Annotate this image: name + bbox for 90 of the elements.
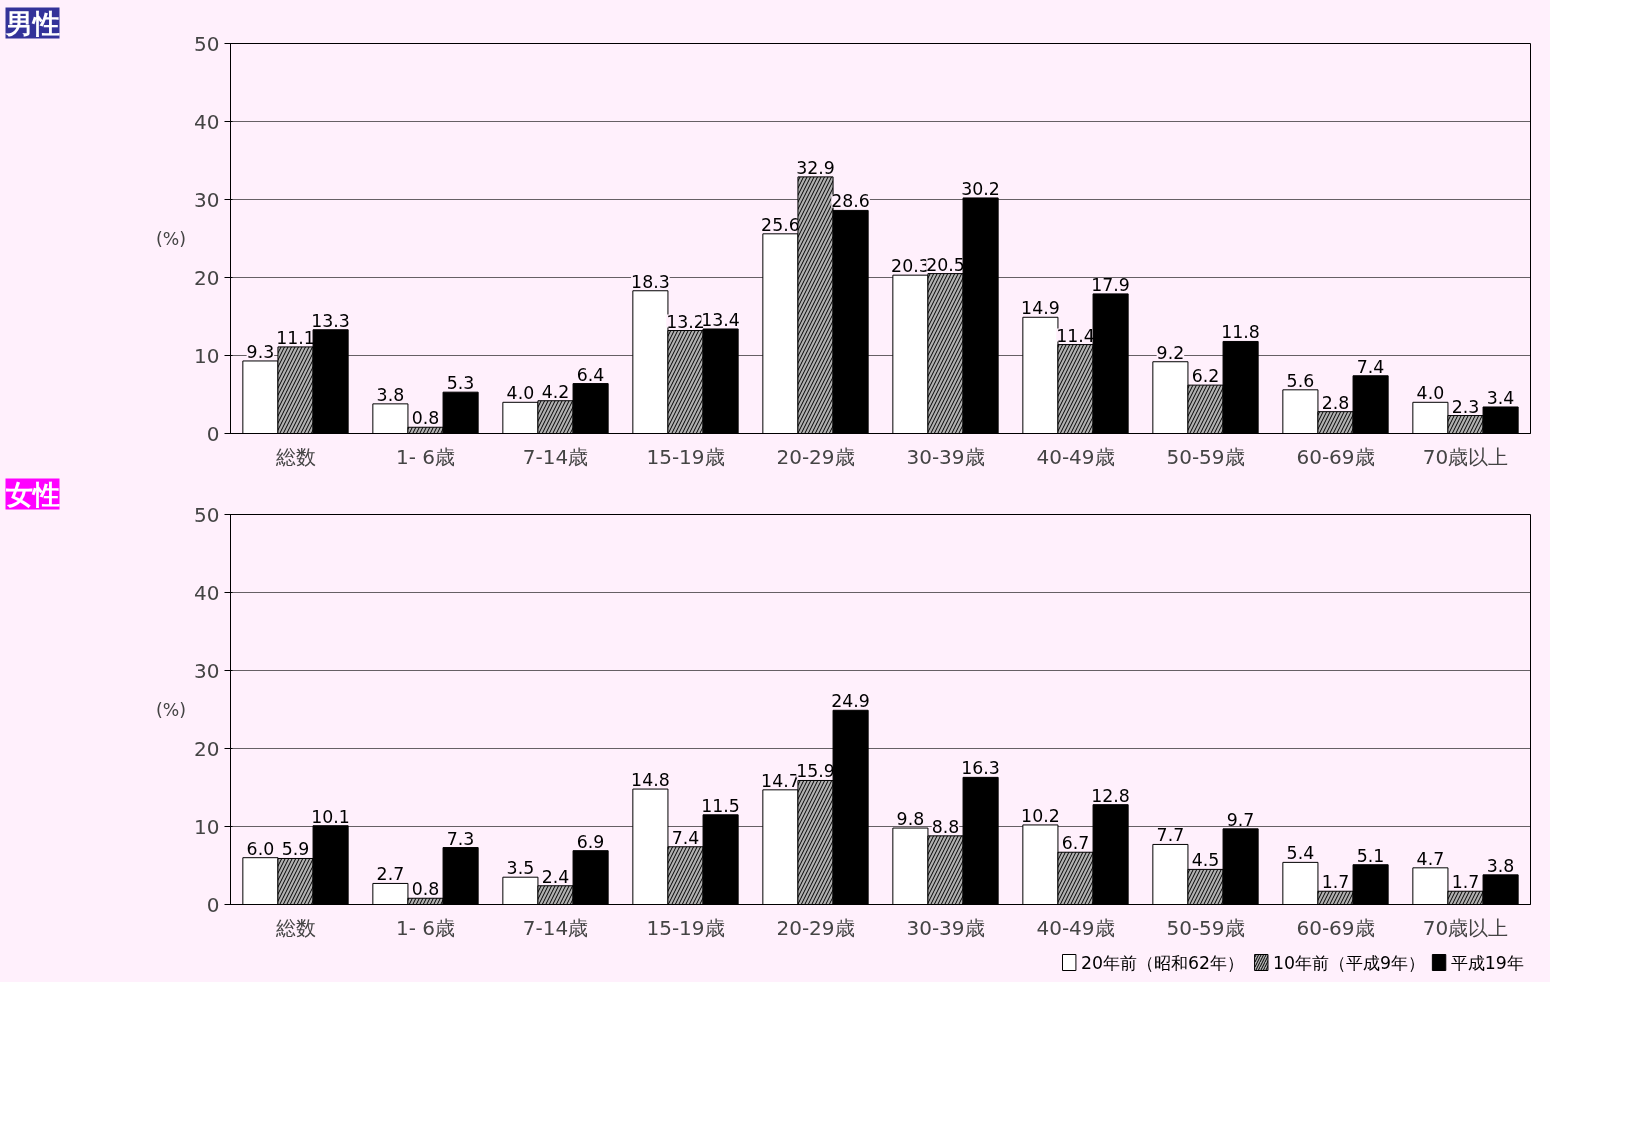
data-label: 6.4	[576, 364, 605, 385]
y-axis-title: (%)	[156, 699, 187, 720]
legend-label: 平成19年	[1450, 952, 1524, 973]
x-tick-label: 60-69歳	[1296, 444, 1375, 469]
data-label: 0.8	[411, 879, 440, 900]
data-label: 1.7	[1451, 872, 1480, 893]
y-tick-label: 30	[194, 187, 220, 212]
data-label: 4.5	[1191, 850, 1220, 871]
data-label: 3.8	[376, 384, 405, 405]
data-label: 7.4	[1356, 356, 1385, 377]
x-tick-label: 総数	[274, 915, 316, 940]
x-tick-label: 1- 6歳	[395, 444, 456, 469]
data-label: 32.9	[796, 157, 835, 178]
data-label: 3.4	[1486, 387, 1515, 408]
x-tick-label: 40-49歳	[1036, 444, 1115, 469]
x-tick-label: 15-19歳	[646, 444, 725, 469]
y-tick-label: 0	[206, 892, 220, 917]
y-tick-label: 20	[194, 265, 220, 290]
data-label: 4.2	[541, 381, 570, 402]
data-label: 11.5	[701, 795, 740, 816]
y-tick-label: 40	[194, 109, 220, 134]
y-tick-label: 40	[194, 580, 220, 605]
chart-title: 女性	[4, 478, 60, 510]
data-label: 6.7	[1061, 833, 1090, 854]
data-label: 5.3	[446, 373, 475, 394]
data-label: 18.3	[631, 271, 670, 292]
x-tick-label: 7-14歳	[522, 915, 589, 940]
data-label: 30.2	[961, 178, 1000, 199]
data-label: 2.7	[376, 864, 405, 885]
data-label: 10.2	[1021, 805, 1060, 826]
data-label: 5.1	[1356, 845, 1385, 866]
data-label: 9.7	[1226, 809, 1255, 830]
data-label: 0.8	[411, 408, 440, 429]
data-label: 4.7	[1416, 848, 1445, 869]
data-label: 3.5	[506, 858, 535, 879]
legend-label: 20年前（昭和62年）	[1080, 952, 1245, 973]
x-tick-label: 50-59歳	[1166, 444, 1245, 469]
data-label: 9.8	[896, 809, 925, 830]
y-tick-label: 10	[194, 814, 220, 839]
x-tick-label: 20-29歳	[776, 444, 855, 469]
x-tick-label: 70歳以上	[1422, 444, 1509, 469]
x-tick-label: 総数	[274, 444, 316, 469]
x-tick-label: 40-49歳	[1036, 915, 1115, 940]
data-label: 2.4	[541, 866, 570, 887]
data-label: 8.8	[931, 816, 960, 837]
y-tick-label: 50	[194, 502, 220, 527]
data-label: 17.9	[1091, 274, 1130, 295]
data-label: 7.4	[671, 827, 700, 848]
data-label: 7.3	[446, 828, 475, 849]
x-tick-label: 1- 6歳	[395, 915, 456, 940]
y-tick-label: 0	[206, 421, 220, 446]
data-label: 5.9	[281, 839, 310, 860]
data-label: 6.2	[1191, 366, 1220, 387]
y-tick-label: 30	[194, 658, 220, 683]
y-tick-label: 20	[194, 736, 220, 761]
x-tick-label: 50-59歳	[1166, 915, 1245, 940]
legend-label: 10年前（平成9年）	[1273, 952, 1426, 973]
data-label: 3.8	[1486, 855, 1515, 876]
data-label: 6.0	[246, 838, 275, 859]
data-label: 24.9	[831, 691, 870, 712]
data-label: 16.3	[961, 758, 1000, 779]
data-label: 7.7	[1156, 825, 1185, 846]
y-tick-label: 50	[194, 31, 220, 56]
x-tick-label: 30-39歳	[906, 444, 985, 469]
data-label: 20.5	[926, 254, 965, 275]
data-label: 4.0	[506, 383, 535, 404]
data-label: 9.3	[246, 341, 275, 362]
x-tick-label: 70歳以上	[1422, 915, 1509, 940]
chart-title: 男性	[4, 7, 60, 39]
data-label: 11.8	[1221, 322, 1260, 343]
data-label: 1.7	[1321, 872, 1350, 893]
data-label: 14.9	[1021, 298, 1060, 319]
y-axis-title: (%)	[156, 228, 187, 249]
x-tick-label: 60-69歳	[1296, 915, 1375, 940]
data-label: 6.9	[576, 831, 605, 852]
y-tick-label: 10	[194, 343, 220, 368]
data-label: 5.4	[1286, 843, 1315, 864]
data-label: 2.8	[1321, 392, 1350, 413]
data-label: 28.6	[831, 191, 870, 212]
data-label: 5.6	[1286, 370, 1315, 391]
data-label: 4.0	[1416, 383, 1445, 404]
x-tick-label: 15-19歳	[646, 915, 725, 940]
data-label: 14.8	[631, 770, 670, 791]
data-label: 12.8	[1091, 785, 1130, 806]
data-label: 2.3	[1451, 396, 1480, 417]
x-tick-label: 30-39歳	[906, 915, 985, 940]
x-tick-label: 7-14歳	[522, 444, 589, 469]
data-label: 10.1	[311, 806, 350, 827]
data-label: 9.2	[1156, 342, 1185, 363]
x-tick-label: 20-29歳	[776, 915, 855, 940]
